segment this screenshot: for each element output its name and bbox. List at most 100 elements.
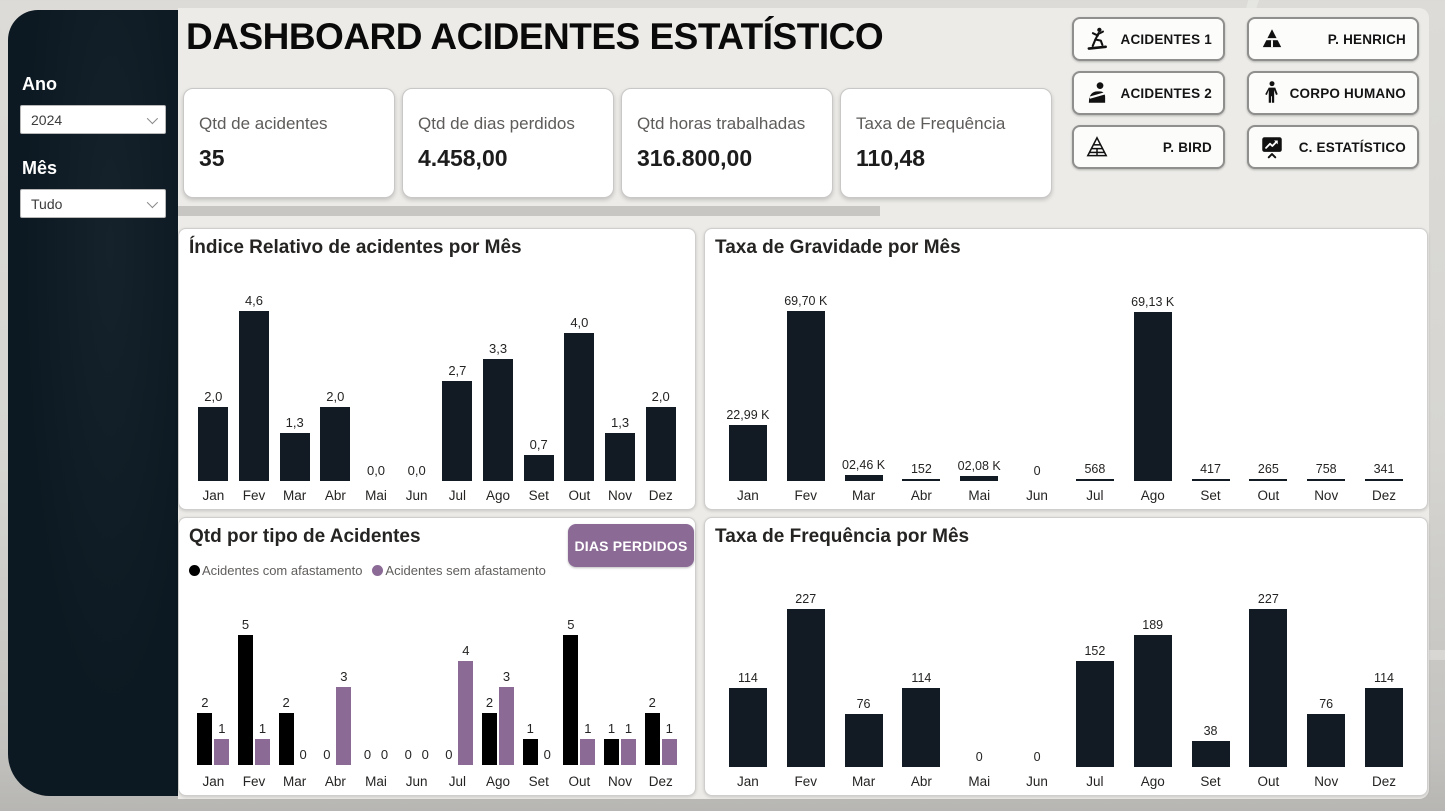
bar[interactable] xyxy=(1133,312,1172,481)
bar[interactable] xyxy=(320,407,351,481)
bar[interactable] xyxy=(482,713,498,765)
nav-p-henrich-button[interactable]: P. HENRICH xyxy=(1247,17,1419,61)
x-axis-label: Jul xyxy=(1086,774,1104,789)
chart-title: Qtd por tipo de Acidentes xyxy=(189,526,421,547)
bar[interactable] xyxy=(564,333,595,481)
bar[interactable] xyxy=(523,455,554,481)
nav-acidentes-1-button[interactable]: ACIDENTES 1 xyxy=(1072,17,1225,61)
bar-value-label: 4 xyxy=(462,643,470,658)
bar[interactable] xyxy=(442,381,473,481)
x-axis-label: Mai xyxy=(968,488,991,503)
bar[interactable] xyxy=(960,476,999,481)
bar[interactable] xyxy=(563,635,579,765)
bar[interactable] xyxy=(214,739,230,765)
legend-item-com-afastamento[interactable]: Acidentes com afastamento xyxy=(189,563,362,578)
chart-column: 0 xyxy=(1008,289,1066,481)
kpi-value: 316.800,00 xyxy=(637,145,753,171)
bar[interactable] xyxy=(1307,479,1346,481)
bar-value-label: 0 xyxy=(421,747,429,762)
bar[interactable] xyxy=(1191,479,1230,481)
bar[interactable] xyxy=(844,714,883,767)
bar[interactable] xyxy=(458,661,474,765)
bar-value-label: 0 xyxy=(363,747,372,762)
bar[interactable] xyxy=(1365,479,1404,481)
bar[interactable] xyxy=(902,688,941,767)
kpi-row-scrollbar[interactable] xyxy=(178,206,880,216)
slipping-person-icon xyxy=(1082,24,1112,54)
chevron-down-icon xyxy=(146,196,159,208)
chart-title: Taxa de Gravidade por Mês xyxy=(715,237,961,258)
bar-value-label: 0 xyxy=(299,747,307,762)
bar[interactable] xyxy=(728,425,767,481)
bar[interactable] xyxy=(1075,479,1114,481)
x-axis-label: Set xyxy=(1200,774,1221,789)
year-dropdown[interactable]: 2024 xyxy=(20,105,166,134)
nav-p-bird-button[interactable]: P. BIRD xyxy=(1072,125,1225,169)
bar[interactable] xyxy=(604,739,620,765)
bar[interactable] xyxy=(1249,479,1288,481)
bar-value-label: 152 xyxy=(1084,644,1106,658)
bar[interactable] xyxy=(198,407,229,481)
bar[interactable] xyxy=(786,311,825,481)
legend-item-sem-afastamento[interactable]: Acidentes sem afastamento xyxy=(372,563,546,578)
bar-value-label: 0 xyxy=(1033,464,1041,478)
x-axis-label: Jul xyxy=(1086,488,1104,503)
chart-legend: Acidentes com afastamento Acidentes sem … xyxy=(189,563,546,578)
bar[interactable] xyxy=(621,739,637,765)
bar[interactable] xyxy=(902,479,941,481)
bar[interactable] xyxy=(1365,688,1404,767)
bar[interactable] xyxy=(197,713,213,765)
chart-column: 152 xyxy=(892,289,950,481)
bar-value-label: 2,0 xyxy=(326,389,345,404)
x-axis-label: Mai xyxy=(968,774,991,789)
nav-corpo-humano-button[interactable]: CORPO HUMANO xyxy=(1247,71,1419,115)
chart-panel-indice-relativo: Índice Relativo de acidentes por Mês 2,0… xyxy=(178,228,696,510)
bar-value-label: 1 xyxy=(624,721,633,736)
bar[interactable] xyxy=(580,739,596,765)
bar[interactable] xyxy=(728,688,767,767)
bar[interactable] xyxy=(483,359,514,481)
nav-c-estatistico-button[interactable]: C. ESTATÍSTICO xyxy=(1247,125,1419,169)
bar[interactable] xyxy=(1191,741,1230,767)
nav-button-label: ACIDENTES 1 xyxy=(1120,31,1212,47)
chart-column: 0 xyxy=(950,587,1008,767)
bar-value-label: 69,70 K xyxy=(784,294,828,308)
month-dropdown[interactable]: Tudo xyxy=(20,189,166,218)
bar[interactable] xyxy=(661,739,677,765)
bar[interactable] xyxy=(239,311,269,481)
bar[interactable] xyxy=(499,687,515,765)
injured-person-icon xyxy=(1082,78,1112,108)
month-dropdown-value: Tudo xyxy=(31,195,63,212)
bar[interactable] xyxy=(644,713,660,765)
bar[interactable] xyxy=(844,475,883,481)
bar-value-label: 114 xyxy=(911,671,932,685)
bar[interactable] xyxy=(1075,661,1114,767)
bar[interactable] xyxy=(278,713,294,765)
dias-perdidos-button[interactable]: DIAS PERDIDOS xyxy=(568,524,694,567)
bar[interactable] xyxy=(786,609,825,767)
chart-column: 02,08 K xyxy=(950,289,1008,481)
bar-value-label: 114 xyxy=(737,671,758,685)
nav-acidentes-2-button[interactable]: ACIDENTES 2 xyxy=(1072,71,1225,115)
bar[interactable] xyxy=(1249,609,1288,767)
bar[interactable] xyxy=(279,433,310,481)
legend-dot-purple-icon xyxy=(372,565,384,576)
bar[interactable] xyxy=(645,407,676,481)
chart-column: 0,0 xyxy=(396,289,437,481)
bar[interactable] xyxy=(605,433,636,481)
nav-button-label: C. ESTATÍSTICO xyxy=(1298,139,1406,155)
bar[interactable] xyxy=(336,687,352,765)
bar[interactable] xyxy=(238,635,253,765)
chart-column: 76 xyxy=(835,587,893,767)
bar[interactable] xyxy=(1307,714,1346,767)
x-axis-label: Mar xyxy=(283,774,307,789)
bar[interactable] xyxy=(255,739,270,765)
bar-value-label: 76 xyxy=(856,697,871,711)
bar[interactable] xyxy=(1133,635,1172,767)
chart-column: 758 xyxy=(1297,289,1355,481)
bar[interactable] xyxy=(522,739,538,765)
bar-value-label: 2 xyxy=(282,695,290,710)
